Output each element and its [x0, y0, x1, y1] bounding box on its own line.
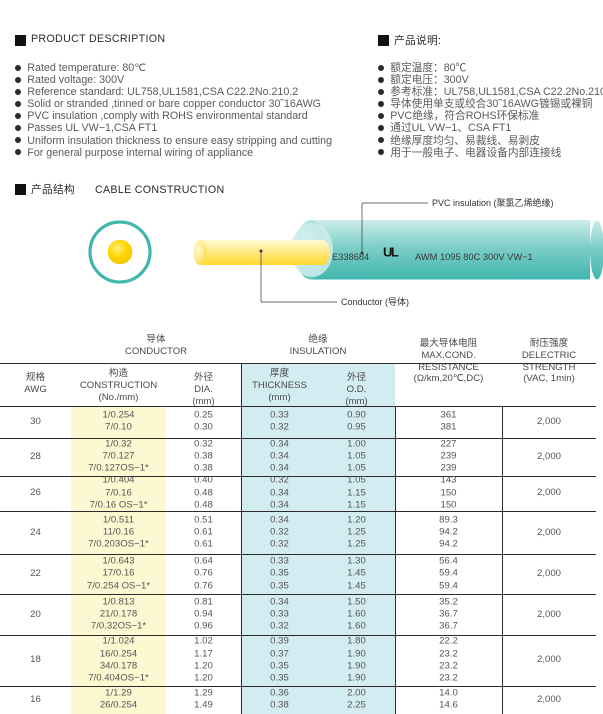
svg-text:Conductor (导体): Conductor (导体) [341, 296, 409, 307]
svg-text:UL: UL [383, 245, 399, 260]
svg-text:PVC insulation (聚氯乙烯绝缘): PVC insulation (聚氯乙烯绝缘) [432, 197, 554, 208]
svg-text:E338684: E338684 [332, 252, 369, 262]
svg-text:AWM 1095 80C 300V VW−1: AWM 1095 80C 300V VW−1 [415, 252, 533, 262]
